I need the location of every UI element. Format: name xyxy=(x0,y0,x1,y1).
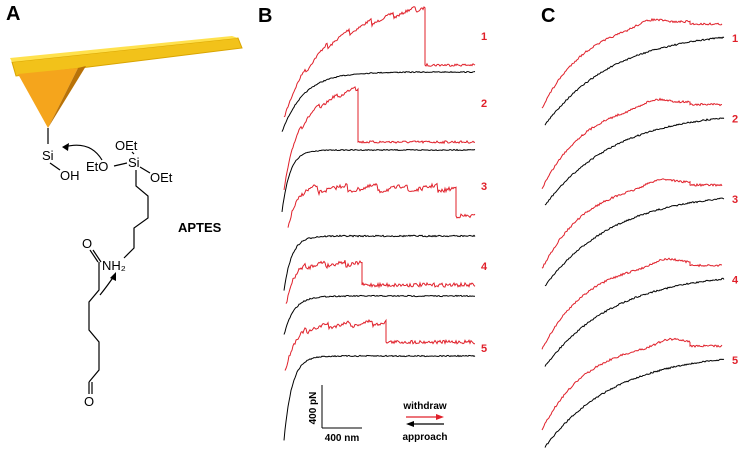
trace-number: 2 xyxy=(481,98,487,110)
force-curve xyxy=(285,260,476,304)
scale-label: 400 nm xyxy=(325,433,360,444)
force-curve xyxy=(283,234,476,291)
reaction-arrow xyxy=(63,144,103,161)
trace-number: 5 xyxy=(481,343,487,355)
force-curve xyxy=(287,182,476,228)
trace-number: 4 xyxy=(481,261,488,273)
bond xyxy=(139,166,151,174)
panel-label: C xyxy=(541,5,555,27)
trace-number: 1 xyxy=(732,33,738,45)
atom-label: O xyxy=(82,236,92,251)
force-curve xyxy=(283,294,475,335)
panel-label: A xyxy=(6,3,20,25)
atom-label: Si xyxy=(128,155,140,170)
legend-label: withdraw xyxy=(402,401,447,412)
force-curve xyxy=(541,337,723,431)
bond xyxy=(89,249,99,263)
atom-label: EtO xyxy=(86,159,108,174)
force-curve xyxy=(541,97,722,190)
force-curve xyxy=(283,6,476,118)
molecule-name: APTES xyxy=(178,220,222,235)
atom-label: OEt xyxy=(150,170,173,185)
atom-label: O xyxy=(84,394,94,409)
atom-label: Si xyxy=(42,148,54,163)
force-curve xyxy=(283,354,476,441)
chain xyxy=(88,262,100,383)
arrowhead xyxy=(110,272,116,281)
panel-label: B xyxy=(258,5,272,27)
trace-number: 3 xyxy=(732,194,738,206)
arrowhead xyxy=(406,421,414,427)
force-curve xyxy=(544,358,725,448)
force-curve xyxy=(541,17,723,109)
arrowhead xyxy=(62,143,69,151)
force-curve xyxy=(544,36,725,126)
force-curve xyxy=(281,148,476,212)
trace-number: 1 xyxy=(481,31,487,43)
trace-number: 4 xyxy=(732,275,739,287)
force-curve xyxy=(541,257,722,350)
arrowhead xyxy=(436,414,444,420)
force-curve xyxy=(284,318,475,371)
scale-label: 400 pN xyxy=(308,392,319,425)
bond xyxy=(131,151,135,155)
trace-number: 3 xyxy=(481,181,487,193)
force-curve xyxy=(544,117,725,206)
atom-label: OEt xyxy=(115,138,138,153)
tip xyxy=(18,68,78,128)
traces: 1 2 3 4 5 xyxy=(541,17,739,448)
legend-label: approach xyxy=(402,432,447,443)
force-curve xyxy=(544,197,725,287)
bond xyxy=(49,162,61,171)
cantilever-top xyxy=(10,36,238,62)
chain xyxy=(123,170,149,259)
force-curve xyxy=(541,178,723,269)
atom-label: OH xyxy=(60,168,80,183)
bond xyxy=(92,249,102,263)
traces: 1 2 3 4 5 xyxy=(281,6,488,441)
atom-label: NH₂ xyxy=(102,258,126,273)
tip-side xyxy=(48,66,86,128)
force-curve xyxy=(544,277,725,367)
trace-number: 5 xyxy=(732,355,738,367)
force-curve xyxy=(283,86,476,190)
force-curve xyxy=(281,70,476,132)
trace-number: 2 xyxy=(732,114,738,126)
bond xyxy=(113,162,128,167)
